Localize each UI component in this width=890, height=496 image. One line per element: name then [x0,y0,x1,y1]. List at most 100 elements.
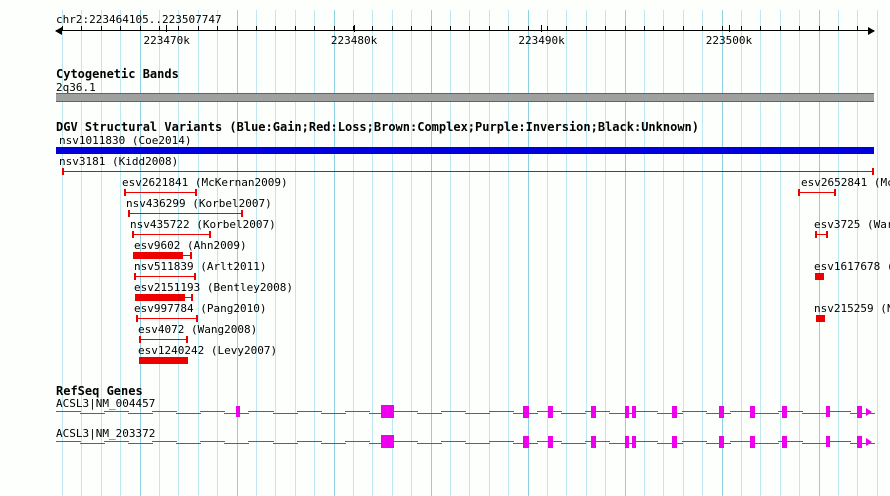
ruler-tick [450,26,451,31]
exon-block[interactable] [523,406,529,418]
variant-span[interactable] [135,294,193,301]
exon-block[interactable] [591,436,596,448]
intron-line [320,413,346,414]
variant-bar[interactable] [139,357,188,364]
intron-line [416,413,442,414]
intron-line [200,411,226,412]
transcript-label: ACSL3|NM_004457 [56,397,156,410]
ruler-tick [62,26,63,31]
exon-block[interactable] [632,436,636,448]
cytoband-bar[interactable] [56,93,874,102]
intron-line [777,441,803,442]
variant-span[interactable] [62,168,874,175]
ruler-tick [605,26,606,31]
exon-block[interactable] [826,436,830,447]
exon-block[interactable] [236,406,240,417]
intron-line [561,413,587,414]
intron-line [657,413,683,414]
exon-block[interactable] [672,406,677,418]
variant-span-line [136,318,198,319]
ruler-tick [819,26,820,31]
intron-line [825,441,851,442]
variant-bar[interactable] [815,273,824,280]
variant-span[interactable] [136,315,198,322]
exon-block[interactable] [719,436,724,448]
gridline [411,10,412,496]
ruler-tick [334,26,335,31]
intron-line [705,443,731,444]
exon-block[interactable] [548,436,553,448]
variant-bar[interactable] [56,147,874,154]
gridline [450,10,451,496]
gridline [547,10,548,496]
variant-span[interactable] [133,252,192,259]
gridline [683,10,684,496]
exon-block[interactable] [750,436,755,448]
ruler-tick [838,26,839,31]
variant-span-cap [136,315,138,322]
exon-block[interactable] [857,436,862,448]
arrow-right-icon[interactable] [868,27,875,35]
variant-span[interactable] [815,231,828,238]
variant-span[interactable] [134,273,196,280]
ruler-tick [372,26,373,31]
ruler-tick [469,26,470,31]
exon-block[interactable] [381,405,394,418]
gridline [780,10,781,496]
exon-block[interactable] [381,435,394,448]
exon-block[interactable] [719,406,724,418]
intron-line [777,411,803,412]
variant-bar[interactable] [816,315,825,322]
intron-line [248,411,274,412]
ruler-tick [81,26,82,31]
exon-block[interactable] [625,406,629,418]
gridline [275,10,276,496]
ruler-tick-label: 223480k [330,34,378,47]
variant-span[interactable] [798,189,836,196]
variant-span-cap [834,189,836,196]
gridline [857,10,858,496]
variant-span-fill [135,294,185,301]
intron-line [392,441,418,442]
variant-span[interactable] [132,231,211,238]
variant-span[interactable] [124,189,197,196]
variant-span[interactable] [139,336,188,343]
variant-span-cap [190,252,192,259]
variant-span-line [128,213,243,214]
ruler-tick [101,26,102,31]
arrow-left-icon[interactable] [55,27,62,35]
gridline [838,10,839,496]
exon-block[interactable] [632,406,636,418]
exon-block[interactable] [523,436,529,448]
exon-block[interactable] [782,436,787,448]
exon-block[interactable] [857,406,862,418]
intron-line [104,411,130,412]
variant-span-line [124,192,197,193]
gridline [663,10,664,496]
ruler-tick [198,26,199,31]
exon-block[interactable] [782,406,787,418]
ruler-tick [857,26,858,31]
intron-line [248,441,274,442]
gridline [799,10,800,496]
variant-label: esv2151193 (Bentley2008) [134,281,293,294]
exon-block[interactable] [750,406,755,418]
dgv-track-title: DGV Structural Variants (Blue:Gain;Red:L… [56,120,699,134]
exon-block[interactable] [826,406,830,417]
ruler-tick [295,26,296,31]
ruler-tick [508,26,509,31]
exon-block[interactable] [672,436,677,448]
exon-block[interactable] [548,406,553,418]
cytoband-label: 2q36.1 [56,81,96,94]
intron-line [56,411,82,412]
variant-span-cap [124,189,126,196]
variant-span[interactable] [128,210,243,217]
exon-block[interactable] [625,436,629,448]
intron-line [344,441,370,442]
intron-line [272,413,298,414]
gridline [120,10,121,496]
gridline [431,10,432,496]
variant-span-fill [62,168,64,175]
exon-block[interactable] [591,406,596,418]
strand-arrow-icon [866,408,872,416]
